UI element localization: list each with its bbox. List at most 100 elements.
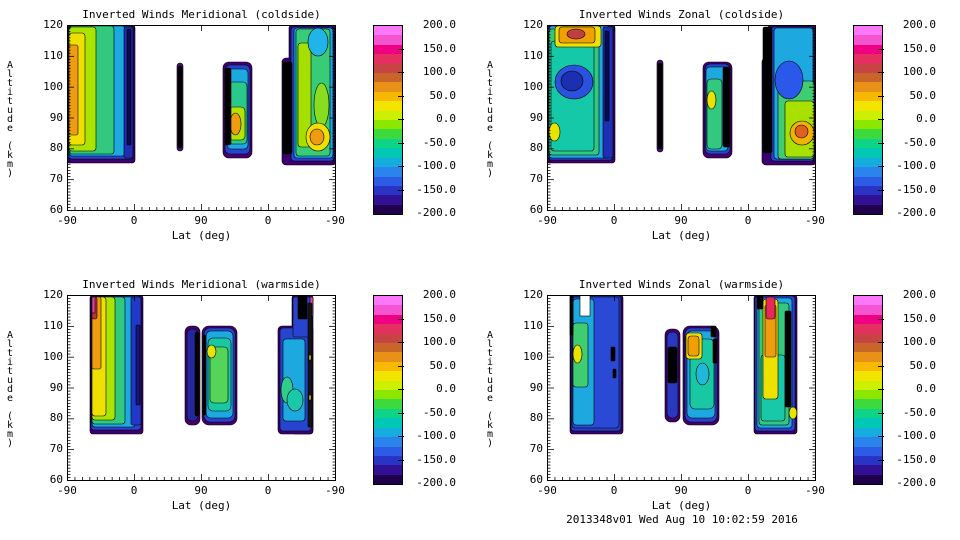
colorbar-segment [854, 437, 882, 447]
contour-band [712, 338, 718, 364]
contour-band [687, 335, 700, 357]
contour-band [710, 325, 717, 338]
colorbar-tick [398, 95, 404, 97]
colorbar-segment [374, 324, 402, 334]
colorbar-segment [374, 148, 402, 158]
colorbar-tick-label: 50.0 [429, 88, 457, 102]
colorbar-tick [398, 459, 404, 461]
y-tick-label: 80 [49, 411, 63, 425]
contour-band [206, 344, 217, 359]
y-axis-label: Altitude (km) [484, 329, 496, 447]
y-tick-label: 90 [49, 380, 63, 394]
colorbar-tick-label: -50.0 [902, 135, 936, 149]
colorbar-segment [854, 44, 882, 55]
colorbar-tick-label: 200.0 [422, 18, 456, 31]
y-tick-label: 80 [529, 141, 543, 155]
y-tick-label: 60 [49, 473, 63, 486]
colorbar-segment [854, 101, 882, 111]
colorbar-tick-label: -50.0 [902, 405, 936, 419]
contour-band [282, 61, 293, 155]
contour-band [706, 90, 717, 110]
contour-band [560, 70, 584, 92]
contour-band [756, 295, 764, 310]
colorbar-segment [854, 296, 882, 306]
panel-title: Inverted Winds Meridional (warmside) [82, 278, 321, 291]
colorbar-segment [374, 204, 402, 215]
colorbar-segment [374, 455, 402, 466]
colorbar-segment [374, 63, 402, 74]
colorbar-tick-label: 200.0 [422, 288, 456, 301]
y-tick-label: 70 [529, 442, 543, 456]
colorbar-tick [398, 72, 404, 73]
colorbar-tick-label: -100.0 [416, 429, 456, 442]
x-axis-label: Lat (deg) [651, 499, 712, 512]
colorbar-segment [374, 185, 402, 196]
contour-band [177, 65, 183, 149]
colorbar-tick [398, 412, 404, 414]
colorbar-tick-label: 0.0 [916, 112, 936, 125]
colorbar-segment [374, 418, 402, 428]
colorbar-tick [878, 365, 884, 367]
colorbar-segment [374, 73, 402, 83]
colorbar-tick [398, 48, 404, 50]
colorbar-segment [854, 305, 882, 315]
colorbar-segment [374, 390, 402, 400]
y-tick-label: 70 [49, 442, 63, 456]
colorbar-segment [374, 333, 402, 344]
colorbar-tick-label: 150.0 [422, 41, 456, 55]
colorbar-segment [854, 324, 882, 334]
colorbar-tick-label: 0.0 [436, 382, 456, 395]
colorbar [853, 25, 883, 215]
plot-frame [67, 295, 336, 481]
y-tick-label: 110 [43, 48, 63, 62]
colorbar-segment [854, 167, 882, 177]
y-tick-label: 110 [523, 48, 543, 62]
colorbar-segment [854, 418, 882, 428]
colorbar-segment [374, 35, 402, 45]
contour-band [604, 30, 610, 122]
colorbar-segment [854, 110, 882, 121]
contour-band [788, 406, 798, 420]
x-tick-label: -90 [537, 214, 557, 227]
x-axis-label: Lat (deg) [651, 229, 712, 242]
colorbar-tick [398, 166, 404, 167]
colorbar-tick [398, 318, 404, 320]
timestamp-caption: 2013348v01 Wed Aug 10 10:02:59 2016 [566, 513, 798, 526]
colorbar-segment [854, 333, 882, 344]
colorbar-segment [374, 138, 402, 149]
colorbar-tick [878, 436, 884, 437]
contour-band [224, 67, 232, 146]
colorbar-segment [374, 101, 402, 111]
colorbar-segment [374, 91, 402, 102]
contour-band [579, 295, 591, 317]
colorbar-tick [878, 166, 884, 167]
x-tick-label: 90 [194, 214, 208, 227]
y-axis-label: Altitude (km) [484, 59, 496, 177]
colorbar-segment [374, 157, 402, 168]
colorbar-segment [374, 296, 402, 306]
contour-plot-meridional-coldside [67, 25, 336, 211]
y-tick-label: 90 [529, 380, 543, 394]
y-tick-label: 60 [49, 203, 63, 216]
x-tick-label: 90 [674, 484, 688, 497]
colorbar-segment [374, 446, 402, 456]
x-tick-label: 0 [610, 214, 618, 227]
contour-band [794, 124, 809, 139]
y-tick-label: 120 [523, 18, 543, 31]
colorbar-tick-label: -150.0 [896, 452, 936, 466]
contour-band [209, 346, 229, 404]
colorbar-segment [854, 195, 882, 205]
colorbar-tick [878, 119, 884, 120]
colorbar-tick [398, 119, 404, 120]
colorbar-segment [854, 343, 882, 353]
x-tick-label: 0 [264, 484, 272, 497]
colorbar-segment [854, 185, 882, 196]
colorbar-segment [854, 204, 882, 215]
contour-band [229, 112, 242, 136]
panel-title: Inverted Winds Zonal (warmside) [578, 278, 785, 291]
contour-band [135, 324, 141, 406]
panel-meridional-warmside: Inverted Winds Meridional (warmside) Alt… [0, 270, 480, 540]
x-tick-label: 0 [264, 214, 272, 227]
colorbar-segment [854, 91, 882, 102]
colorbar-tick [878, 189, 884, 191]
